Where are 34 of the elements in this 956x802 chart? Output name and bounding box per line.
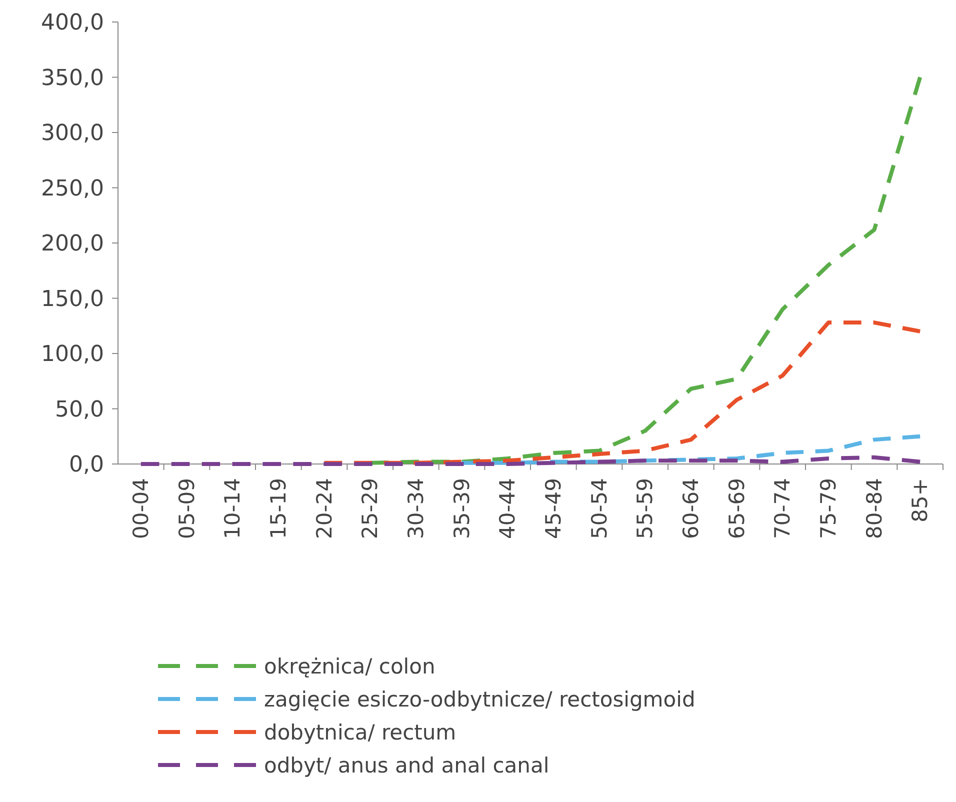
y-tick-label: 250,0 (41, 176, 104, 202)
y-tick-label: 0,0 (69, 452, 104, 478)
x-tick-label: 25-29 (358, 478, 382, 540)
line-series (138, 455, 922, 466)
x-tick-label: 30-34 (404, 478, 428, 540)
x-tick-label: 00-04 (128, 478, 153, 540)
x-tick-label: 35-39 (450, 478, 474, 540)
x-tick-label: 70-74 (770, 478, 795, 540)
y-tick-label: 150,0 (41, 286, 104, 312)
x-tick-label: 05-09 (174, 478, 199, 540)
x-tick-label: 40-44 (496, 478, 520, 540)
y-tick-label: 300,0 (41, 121, 104, 146)
y-tick-label: 350,0 (41, 66, 104, 91)
x-tick-label: 75-79 (816, 478, 840, 540)
x-tick-label: 85+ (908, 478, 932, 522)
y-tick-label: 100,0 (41, 342, 104, 368)
x-tick-label: 20-24 (312, 478, 336, 540)
x-tick-label: 15-19 (266, 478, 290, 540)
legend-label: zagięcie esiczo-odbytnicze/ rectosigmoid (264, 687, 696, 712)
x-tick-label: 55-59 (633, 478, 658, 540)
x-tick-label: 80-84 (862, 478, 886, 540)
x-tick-label: 60-64 (678, 478, 703, 540)
y-tick-label: 200,0 (41, 232, 104, 257)
x-tick-label: 50-54 (587, 478, 612, 540)
line-series (322, 320, 922, 465)
y-tick-label: 50,0 (55, 397, 104, 422)
legend-label: odbyt/ anus and anal canal (264, 753, 550, 778)
y-tick-label: 400,0 (41, 10, 104, 36)
legend-label: okrężnica/ colon (264, 654, 436, 678)
x-tick-label: 65-69 (724, 478, 749, 540)
x-tick-label: 45-49 (541, 478, 566, 540)
line-series (460, 434, 922, 465)
legend-label: dobytnica/ rectum (264, 720, 456, 744)
x-tick-label: 10-14 (220, 478, 245, 540)
